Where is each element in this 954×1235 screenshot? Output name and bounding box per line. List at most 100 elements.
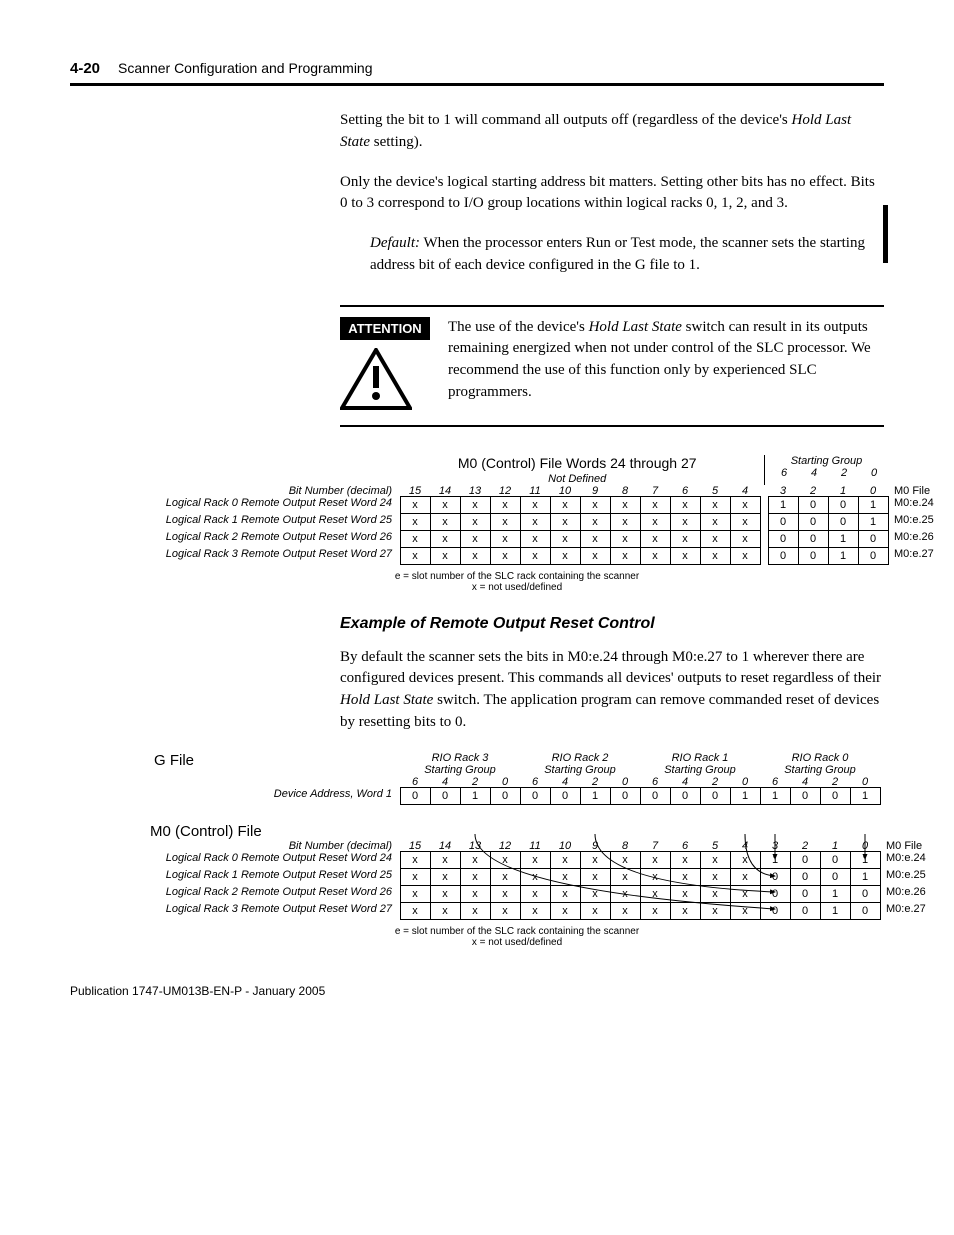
bit-12: 12 bbox=[490, 485, 520, 497]
arrows-overlay bbox=[400, 834, 940, 954]
t1r3c5: x bbox=[550, 547, 581, 565]
p1-c: setting). bbox=[370, 134, 423, 150]
t2-gn4: 6 bbox=[520, 776, 550, 788]
gfile-heading: G File bbox=[150, 752, 400, 776]
t1r3c14: 1 bbox=[828, 547, 859, 565]
t2-row1-label: Logical Rack 1 Remote Output Reset Word … bbox=[150, 869, 400, 886]
sg-0: 0 bbox=[859, 467, 889, 479]
t1r1c0: x bbox=[400, 513, 431, 531]
bit-10: 10 bbox=[550, 485, 580, 497]
t1r2c4: x bbox=[520, 530, 551, 548]
t1r1c9: x bbox=[670, 513, 701, 531]
bit-1: 1 bbox=[828, 485, 858, 497]
t2-bit-label: Bit Number (decimal) bbox=[150, 840, 400, 852]
t2-row0-label: Logical Rack 0 Remote Output Reset Word … bbox=[150, 852, 400, 869]
t1r3c9: x bbox=[670, 547, 701, 565]
t1r0c0: x bbox=[400, 496, 431, 514]
t2-gn15: 0 bbox=[850, 776, 880, 788]
t2-dev6: 1 bbox=[580, 787, 611, 805]
t1r0c15: 1 bbox=[858, 496, 889, 514]
p1-a: Setting the bit to 1 will command all ou… bbox=[340, 112, 792, 128]
t2-dev5: 0 bbox=[550, 787, 581, 805]
t2-gn7: 0 bbox=[610, 776, 640, 788]
rio2-sub: Starting Group bbox=[544, 764, 616, 776]
t2-gn0: 6 bbox=[400, 776, 430, 788]
bit-number-label: Bit Number (decimal) bbox=[150, 485, 400, 497]
t1r2c14: 1 bbox=[828, 530, 859, 548]
bit-14: 14 bbox=[430, 485, 460, 497]
t1r0c5: x bbox=[550, 496, 581, 514]
t2-dev8: 0 bbox=[640, 787, 671, 805]
t1r1c4: x bbox=[520, 513, 551, 531]
t1r2c10: x bbox=[700, 530, 731, 548]
t2-dev14: 0 bbox=[820, 787, 851, 805]
t1r1c15: 1 bbox=[858, 513, 889, 531]
t1r1c8: x bbox=[640, 513, 671, 531]
t1r0c2: x bbox=[460, 496, 491, 514]
t2-gn6: 2 bbox=[580, 776, 610, 788]
t2-dev0: 0 bbox=[400, 787, 431, 805]
table1-legend2: x = not used/defined bbox=[150, 582, 884, 593]
t1r3c15: 0 bbox=[858, 547, 889, 565]
t1r2c11: x bbox=[730, 530, 761, 548]
bit-4: 4 bbox=[730, 485, 760, 497]
t1r2-file: M0:e.26 bbox=[888, 531, 948, 548]
t2-gn9: 4 bbox=[670, 776, 700, 788]
t2-dev9: 0 bbox=[670, 787, 701, 805]
page-number: 4-20 bbox=[70, 60, 100, 77]
t1r3c12: 0 bbox=[768, 547, 799, 565]
footer: Publication 1747-UM013B-EN-P - January 2… bbox=[70, 984, 884, 998]
m0file-hdr: M0 File bbox=[888, 485, 948, 497]
t1r3c7: x bbox=[610, 547, 641, 565]
sg-2: 2 bbox=[829, 467, 859, 479]
sg-6: 6 bbox=[769, 467, 799, 479]
t1r1c3: x bbox=[490, 513, 521, 531]
t1r1c5: x bbox=[550, 513, 581, 531]
bit-9: 9 bbox=[580, 485, 610, 497]
rio1-sub: Starting Group bbox=[664, 764, 736, 776]
t1r0c1: x bbox=[430, 496, 461, 514]
t2-gn10: 2 bbox=[700, 776, 730, 788]
t2-dev11: 1 bbox=[730, 787, 761, 805]
table1-title: M0 (Control) File Words 24 through 27 bbox=[398, 455, 756, 471]
warning-icon bbox=[340, 348, 412, 410]
t2-gn5: 4 bbox=[550, 776, 580, 788]
t1r2c2: x bbox=[460, 530, 491, 548]
header-rule bbox=[70, 83, 884, 86]
t2-dev13: 0 bbox=[790, 787, 821, 805]
bit-7: 7 bbox=[640, 485, 670, 497]
t2-dev10: 0 bbox=[700, 787, 731, 805]
rio1: RIO Rack 1 bbox=[672, 752, 729, 764]
attention-text: The use of the device's Hold Last State … bbox=[448, 317, 884, 415]
t1r3c6: x bbox=[580, 547, 611, 565]
t1r2c5: x bbox=[550, 530, 581, 548]
rio2: RIO Rack 2 bbox=[552, 752, 609, 764]
attention-badge: ATTENTION bbox=[340, 317, 430, 340]
table1-row0-label: Logical Rack 0 Remote Output Reset Word … bbox=[150, 497, 400, 514]
t1r2c1: x bbox=[430, 530, 461, 548]
t1r0c11: x bbox=[730, 496, 761, 514]
att-a: The use of the device's bbox=[448, 319, 589, 335]
t1r0c12: 1 bbox=[768, 496, 799, 514]
section-title: Scanner Configuration and Programming bbox=[118, 60, 372, 76]
table-2: G File RIO Rack 3Starting Group RIO Rack… bbox=[150, 752, 884, 948]
t1r3c1: x bbox=[430, 547, 461, 565]
rio0: RIO Rack 0 bbox=[792, 752, 849, 764]
t2-dev4: 0 bbox=[520, 787, 551, 805]
example-paragraph: By default the scanner sets the bits in … bbox=[340, 647, 884, 734]
default-rest: When the processor enters Run or Test mo… bbox=[370, 235, 865, 273]
example-heading: Example of Remote Output Reset Control bbox=[340, 615, 884, 633]
t1r3c10: x bbox=[700, 547, 731, 565]
t1r1c14: 0 bbox=[828, 513, 859, 531]
bit-5: 5 bbox=[700, 485, 730, 497]
t1r3c2: x bbox=[460, 547, 491, 565]
table1-notdefined: Not Defined bbox=[398, 473, 756, 485]
t2-gn8: 6 bbox=[640, 776, 670, 788]
t1r2c7: x bbox=[610, 530, 641, 548]
t1r2c15: 0 bbox=[858, 530, 889, 548]
table1-legend1: e = slot number of the SLC rack containi… bbox=[150, 571, 884, 582]
t1r3c13: 0 bbox=[798, 547, 829, 565]
sg-4: 4 bbox=[799, 467, 829, 479]
rio0-sub: Starting Group bbox=[784, 764, 856, 776]
table1-row3-label: Logical Rack 3 Remote Output Reset Word … bbox=[150, 548, 400, 565]
